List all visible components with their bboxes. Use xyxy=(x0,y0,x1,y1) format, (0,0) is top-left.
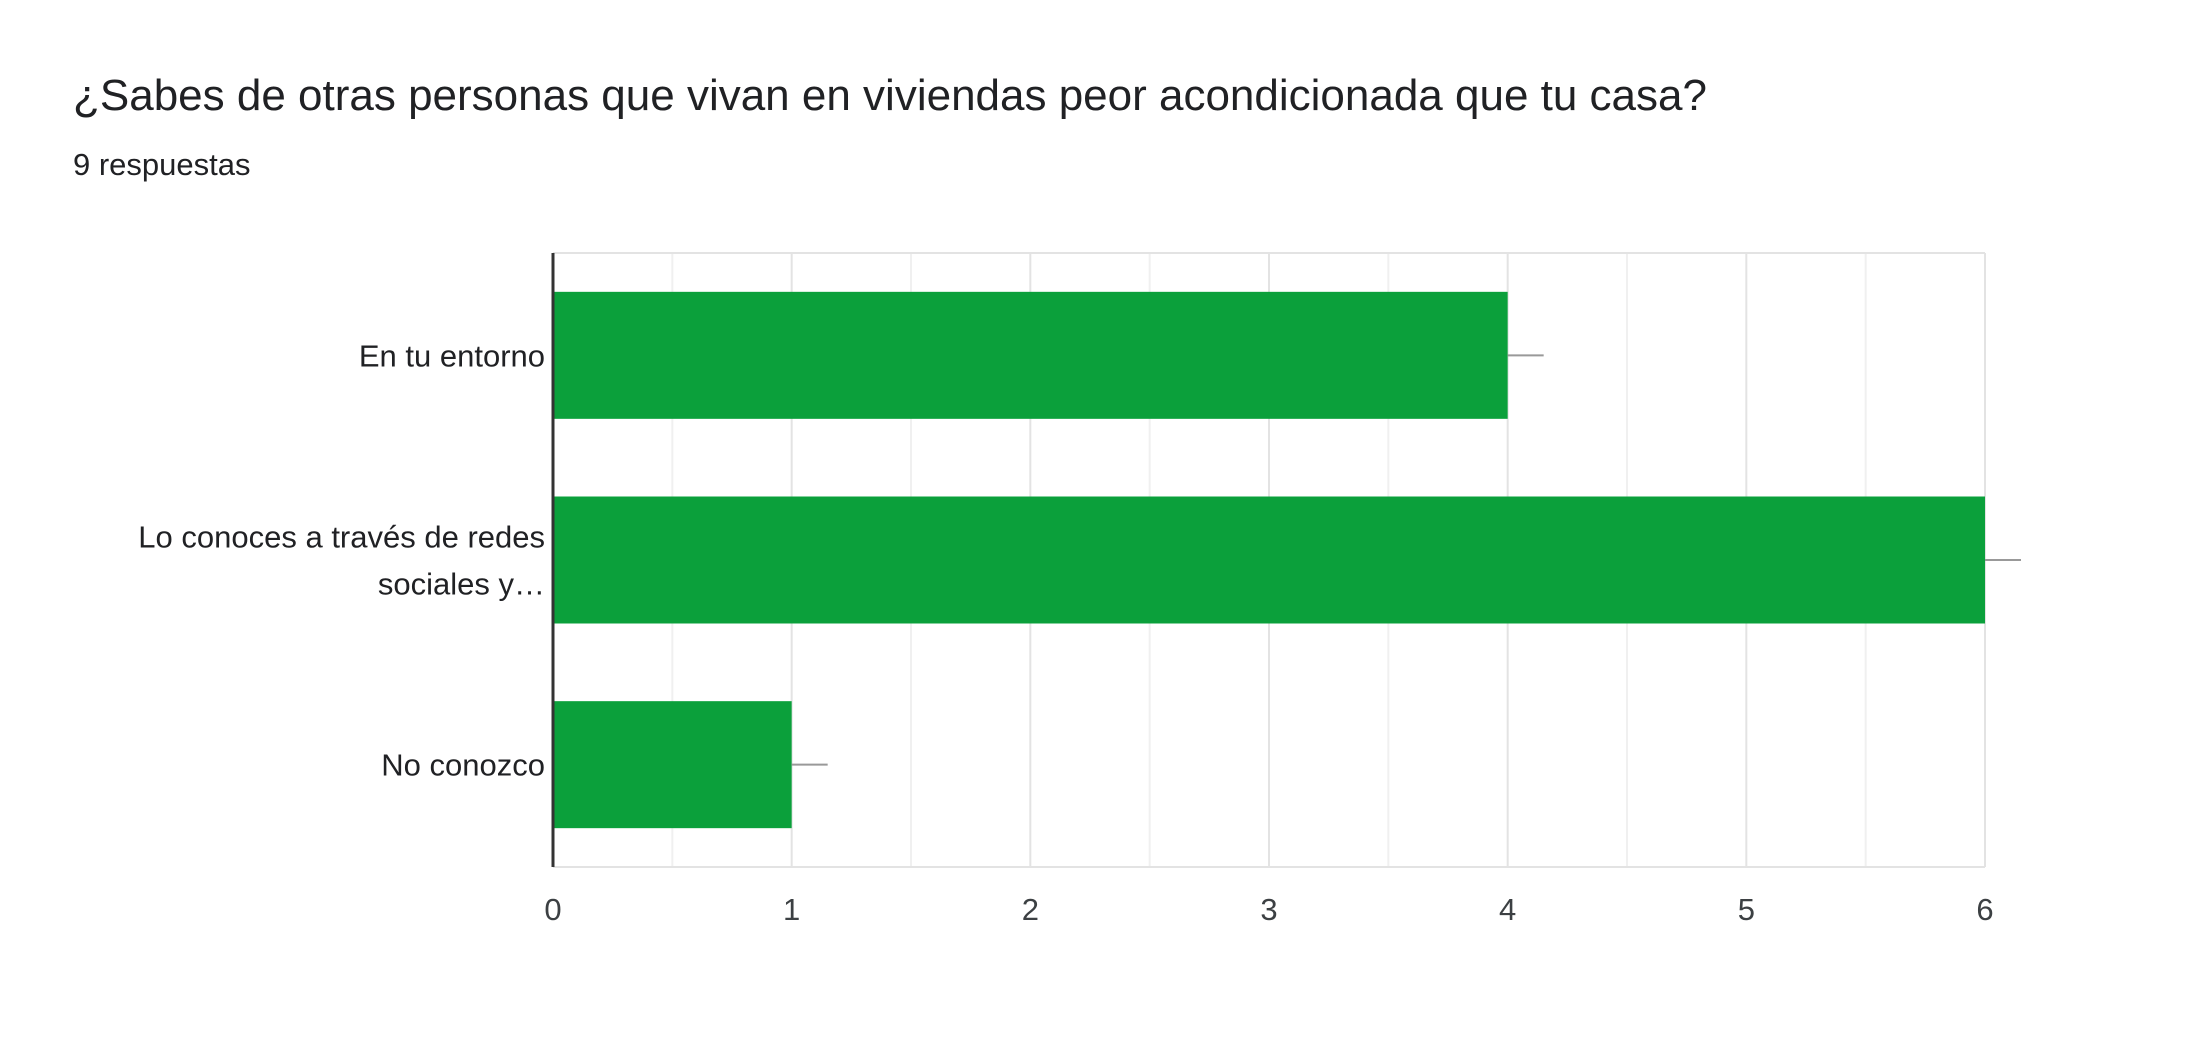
category-label: En tu entorno xyxy=(359,338,545,373)
x-tick-label: 0 xyxy=(544,892,561,927)
bar xyxy=(553,496,1985,624)
question-title: ¿Sabes de otras personas que vivan en vi… xyxy=(73,71,1707,120)
x-tick-label: 5 xyxy=(1738,892,1755,927)
x-tick-label: 2 xyxy=(1022,892,1039,927)
x-tick-label: 3 xyxy=(1260,892,1277,927)
bar xyxy=(553,291,1508,419)
category-label: No conozco xyxy=(381,748,545,783)
x-tick-label: 1 xyxy=(783,892,800,927)
category-label: Lo conoces a través de redes sociales y… xyxy=(138,520,545,602)
bar xyxy=(553,701,792,829)
x-tick-label: 6 xyxy=(1976,892,1993,927)
response-count: 9 respuestas xyxy=(73,147,251,182)
x-tick-label: 4 xyxy=(1499,892,1516,927)
